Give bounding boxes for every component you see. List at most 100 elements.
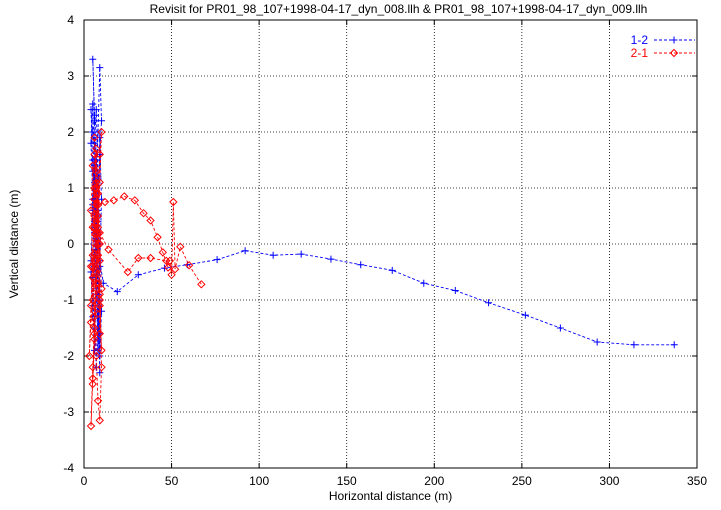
data-point-diamond bbox=[90, 312, 99, 322]
data-point-diamond bbox=[134, 253, 143, 263]
chart-title: Revisit for PR01_98_107+1998-04-17_dyn_0… bbox=[150, 2, 648, 16]
data-point-plus bbox=[213, 256, 221, 264]
x-tick-label: 50 bbox=[165, 474, 179, 488]
data-point-plus bbox=[241, 247, 249, 255]
data-point-diamond bbox=[88, 273, 97, 282]
y-tick-label: -2 bbox=[63, 349, 74, 363]
data-point-diamond bbox=[88, 379, 97, 389]
series-2 bbox=[85, 127, 206, 431]
series-layer bbox=[85, 55, 678, 431]
data-point-diamond bbox=[130, 196, 139, 205]
data-point-plus bbox=[670, 341, 678, 349]
data-point-diamond bbox=[97, 127, 106, 137]
data-point-diamond bbox=[176, 242, 185, 252]
data-point-diamond bbox=[146, 216, 155, 225]
data-point-diamond bbox=[92, 267, 101, 277]
data-point-plus bbox=[593, 338, 601, 346]
data-point-diamond bbox=[95, 178, 104, 187]
y-axis-label: Vertical distance (m) bbox=[7, 190, 21, 299]
data-point-diamond bbox=[85, 351, 94, 361]
data-point-diamond bbox=[95, 416, 104, 425]
data-point-diamond bbox=[169, 197, 178, 207]
data-point-diamond bbox=[167, 270, 176, 280]
data-point-diamond bbox=[90, 306, 99, 316]
data-point-diamond bbox=[92, 256, 101, 266]
data-point-diamond bbox=[162, 256, 171, 266]
data-point-diamond bbox=[93, 396, 103, 406]
x-tick-label: 0 bbox=[81, 474, 88, 488]
data-point-diamond bbox=[158, 248, 168, 257]
data-point-diamond bbox=[153, 233, 162, 242]
legend: 1-22-1 bbox=[631, 33, 695, 60]
data-point-diamond bbox=[93, 189, 103, 198]
data-point-diamond bbox=[95, 290, 104, 299]
x-tick-label: 200 bbox=[424, 474, 444, 488]
data-point-diamond bbox=[90, 334, 99, 344]
x-axis-label: Horizontal distance (m) bbox=[329, 489, 452, 503]
plot-frame bbox=[83, 19, 698, 469]
data-point-diamond bbox=[88, 222, 97, 232]
x-tick-label: 300 bbox=[599, 474, 619, 488]
grid bbox=[83, 19, 698, 469]
data-point-plus bbox=[134, 271, 142, 279]
data-point-plus bbox=[556, 324, 564, 332]
data-point-diamond bbox=[90, 194, 99, 204]
data-point-plus bbox=[521, 311, 529, 319]
data-point-diamond bbox=[92, 217, 101, 226]
data-point-diamond bbox=[86, 301, 96, 310]
data-point-diamond bbox=[93, 228, 103, 238]
data-point-diamond bbox=[88, 374, 97, 383]
data-point-diamond bbox=[88, 362, 97, 372]
data-point-diamond bbox=[86, 262, 96, 271]
data-point-diamond bbox=[92, 200, 101, 210]
data-point-diamond bbox=[90, 150, 99, 159]
data-point-plus bbox=[89, 55, 97, 63]
series-line bbox=[88, 131, 202, 427]
data-point-plus bbox=[451, 286, 459, 294]
data-point-diamond bbox=[93, 200, 103, 210]
data-point-plus bbox=[91, 117, 99, 125]
data-point-diamond bbox=[163, 263, 173, 272]
data-point-diamond bbox=[97, 362, 106, 372]
y-tick-label: 3 bbox=[67, 69, 74, 83]
series-line bbox=[90, 59, 675, 373]
data-point-diamond bbox=[86, 206, 96, 215]
x-tick-label: 250 bbox=[512, 474, 532, 488]
data-point-diamond bbox=[146, 253, 155, 263]
data-point-plus bbox=[485, 299, 493, 307]
legend-label: 2-1 bbox=[631, 46, 649, 60]
data-point-diamond bbox=[88, 295, 97, 305]
data-point-plus bbox=[388, 266, 396, 274]
x-tick-label: 100 bbox=[249, 474, 269, 488]
x-tick-label: 350 bbox=[687, 474, 707, 488]
data-point-plus bbox=[96, 64, 104, 72]
data-point-plus bbox=[98, 117, 106, 125]
data-point-diamond bbox=[104, 245, 113, 254]
data-point-diamond bbox=[90, 183, 99, 193]
data-point-diamond bbox=[184, 261, 194, 270]
data-point-diamond bbox=[92, 228, 101, 238]
data-point-diamond bbox=[95, 301, 104, 310]
data-point-plus bbox=[113, 288, 121, 296]
data-point-diamond bbox=[93, 278, 103, 288]
data-point-diamond bbox=[170, 264, 180, 274]
data-point-plus bbox=[297, 250, 305, 258]
data-point-diamond bbox=[95, 329, 104, 338]
data-point-plus bbox=[670, 36, 678, 44]
data-point-diamond bbox=[109, 196, 118, 205]
data-point-diamond bbox=[120, 192, 129, 201]
data-point-plus bbox=[96, 369, 104, 377]
y-tick-label: -1 bbox=[63, 293, 74, 307]
data-point-plus bbox=[92, 106, 100, 114]
data-point-diamond bbox=[92, 144, 101, 154]
y-tick-label: 2 bbox=[67, 125, 74, 139]
y-tick-label: 0 bbox=[67, 237, 74, 251]
data-point-diamond bbox=[88, 262, 97, 271]
data-point-diamond bbox=[86, 318, 96, 327]
tick-labels: 0 50 100 150 200 250 300 350 -4 -3 -2 -1 0 1 2 3 4 bbox=[63, 13, 707, 488]
data-point-diamond bbox=[92, 278, 101, 288]
y-tick-label: -3 bbox=[63, 405, 74, 419]
data-point-diamond bbox=[92, 351, 101, 361]
